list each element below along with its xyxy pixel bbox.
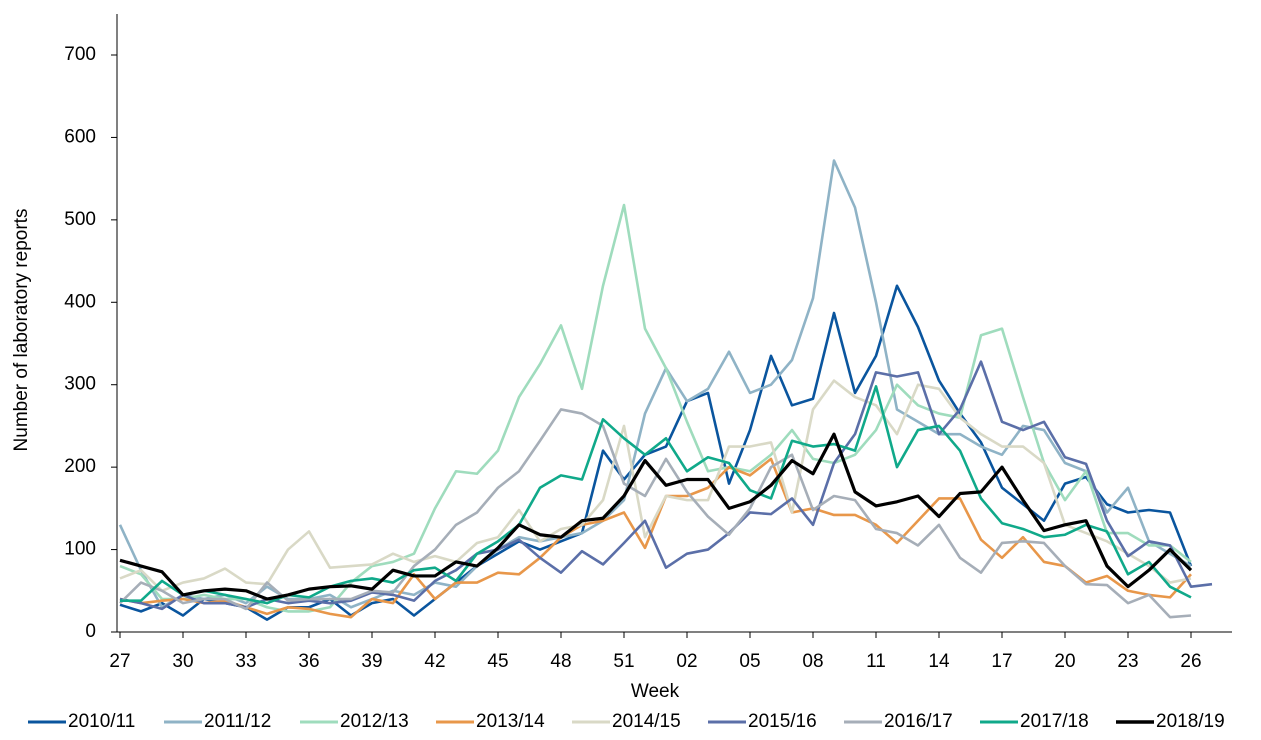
x-tick-label: 45 bbox=[487, 651, 508, 672]
x-tick-label: 02 bbox=[676, 651, 697, 672]
legend-label: 2017/18 bbox=[1020, 711, 1089, 732]
y-tick-label: 700 bbox=[64, 44, 96, 65]
x-tick-label: 33 bbox=[235, 651, 256, 672]
x-tick-label: 36 bbox=[298, 651, 319, 672]
legend-label: 2011/12 bbox=[204, 711, 271, 732]
y-tick-label: 400 bbox=[64, 291, 96, 312]
x-tick-label: 20 bbox=[1054, 651, 1075, 672]
x-tick-label: 05 bbox=[739, 651, 760, 672]
legend-label: 2013/14 bbox=[476, 711, 545, 732]
y-tick-label: 200 bbox=[64, 456, 96, 477]
y-tick-label: 300 bbox=[64, 374, 96, 395]
y-axis-label: Number of laboratory reports bbox=[11, 209, 32, 452]
x-tick-label: 26 bbox=[1180, 651, 1201, 672]
series-line bbox=[119, 457, 1192, 619]
legend-label: 2014/15 bbox=[612, 711, 681, 732]
x-tick-label: 17 bbox=[991, 651, 1012, 672]
x-tick-label: 30 bbox=[172, 651, 193, 672]
series-line bbox=[119, 379, 1192, 593]
x-tick-label: 27 bbox=[109, 651, 130, 672]
legend-label: 2015/16 bbox=[748, 711, 817, 732]
x-tick-label: 11 bbox=[866, 651, 886, 672]
series-line bbox=[119, 360, 1213, 611]
x-tick-label: 23 bbox=[1117, 651, 1138, 672]
x-axis-label: Week bbox=[631, 681, 680, 702]
y-tick-label: 0 bbox=[85, 621, 96, 642]
x-tick-label: 08 bbox=[802, 651, 823, 672]
series-line bbox=[119, 432, 1193, 601]
series-line bbox=[118, 159, 1192, 609]
y-tick-label: 500 bbox=[64, 209, 96, 230]
series-line bbox=[120, 385, 1192, 605]
y-tick-label: 100 bbox=[64, 539, 96, 560]
x-tick-label: 51 bbox=[613, 651, 634, 672]
series-line bbox=[119, 203, 1192, 613]
series-line bbox=[119, 408, 1192, 619]
legend-label: 2018/19 bbox=[1156, 711, 1225, 732]
x-tick-label: 39 bbox=[361, 651, 382, 672]
y-tick-label: 600 bbox=[64, 126, 96, 147]
x-tick-label: 48 bbox=[550, 651, 571, 672]
x-tick-label: 14 bbox=[928, 651, 950, 672]
x-tick-label: 42 bbox=[424, 651, 445, 672]
legend-label: 2016/17 bbox=[884, 711, 953, 732]
legend-label: 2012/13 bbox=[340, 711, 409, 732]
legend-label: 2010/11 bbox=[68, 711, 135, 732]
